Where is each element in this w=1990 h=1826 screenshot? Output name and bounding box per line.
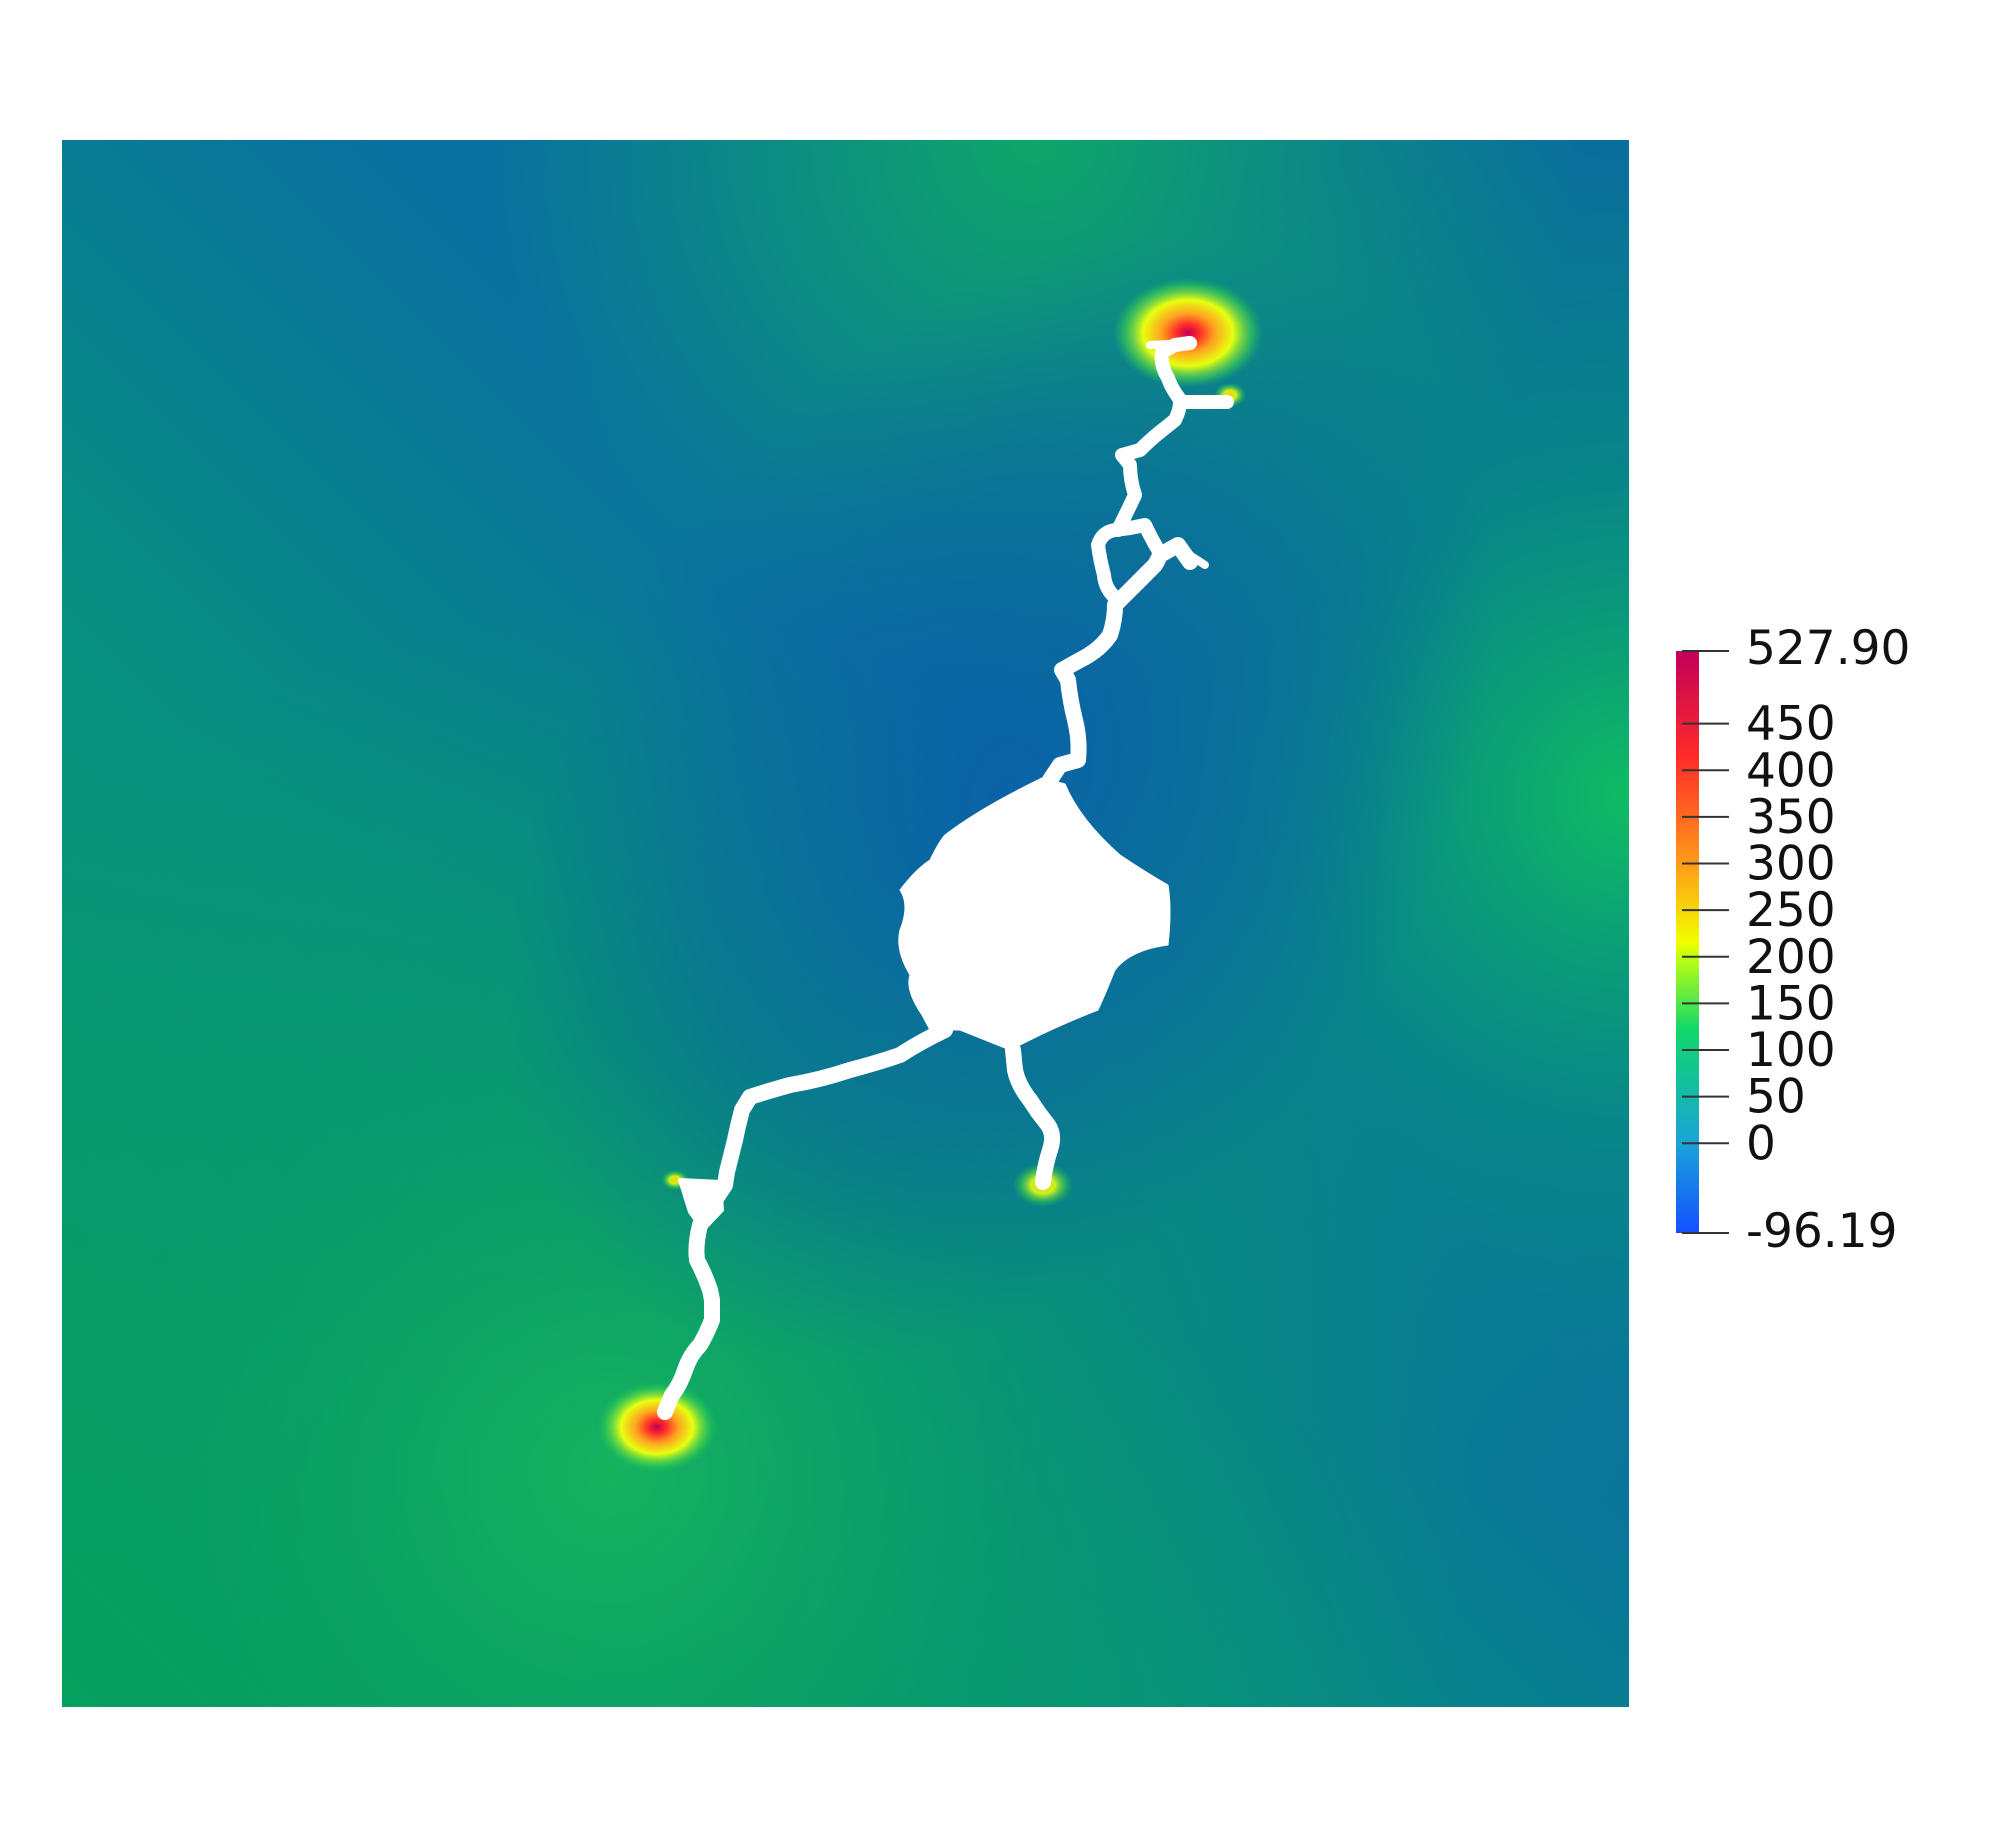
colorbar-tick-label: 250 xyxy=(1746,883,1836,938)
hotspot-top xyxy=(1113,278,1263,388)
colorbar-tick-label: 0 xyxy=(1746,1116,1776,1171)
colorbar-tick-label: 350 xyxy=(1746,790,1836,845)
color-legend: 527.90 -96.19 45040035030025020015010050… xyxy=(1676,621,1910,1259)
field-domain xyxy=(62,140,1629,1707)
crack-upper-spike xyxy=(1146,339,1194,349)
colorbar-tick-label: 400 xyxy=(1746,743,1836,798)
crack-upper xyxy=(1042,537,1198,788)
colorbar-tick-label: 200 xyxy=(1746,930,1836,985)
crack-network xyxy=(657,336,1234,1420)
colorbar-tick-label: 450 xyxy=(1746,697,1836,752)
colorbar-tick-label: 300 xyxy=(1746,837,1836,892)
crack-lower-right xyxy=(1005,1042,1061,1190)
colorbar-ticks xyxy=(1682,650,1729,1234)
colorbar xyxy=(1676,651,1699,1233)
colorbar-max-label: 527.90 xyxy=(1746,621,1910,676)
colorbar-tick-label: 50 xyxy=(1746,1070,1806,1125)
colorbar-tick-label: 100 xyxy=(1746,1023,1836,1078)
crack-upper-3 xyxy=(1111,395,1234,537)
crack-lower-left-wedge xyxy=(678,1178,724,1232)
hotspot-bottom xyxy=(597,1382,717,1472)
colorbar-min-label: -96.19 xyxy=(1746,1204,1898,1259)
crack-upper-2 xyxy=(1091,518,1167,607)
crack-branch-right xyxy=(1181,548,1209,569)
central-cavity xyxy=(898,777,1171,1051)
colorbar-tick-label: 150 xyxy=(1746,976,1836,1031)
crack-upper-4 xyxy=(1154,336,1197,409)
colorbar-labels: 527.90 -96.19 45040035030025020015010050… xyxy=(1746,621,1910,1259)
